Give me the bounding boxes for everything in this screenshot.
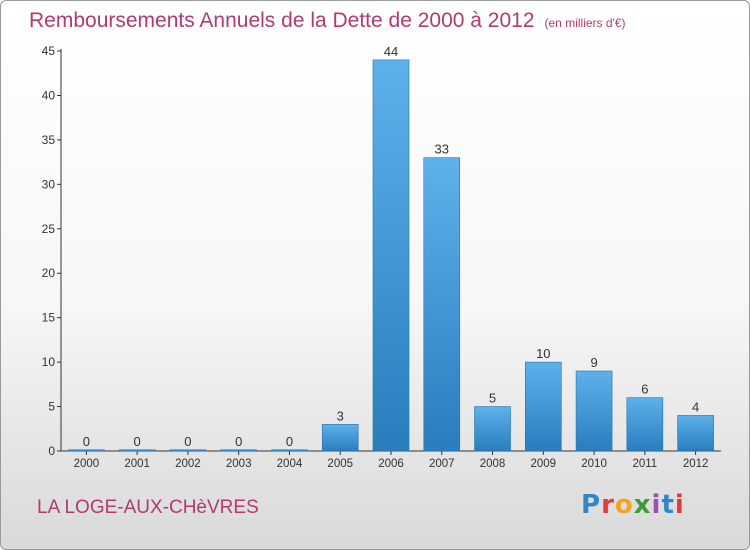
y-tick-label: 45 (42, 44, 56, 58)
bar-2005 (321, 424, 359, 452)
bar-2003 (220, 449, 257, 452)
x-tick-label: 2005 (327, 458, 353, 470)
chart-title: Remboursements Annuels de la Dette de 20… (29, 9, 626, 33)
data-label: 0 (134, 434, 141, 449)
logo-letter: o (614, 490, 634, 520)
x-tick-label: 2004 (277, 458, 303, 470)
chart-bars (68, 59, 714, 452)
y-tick-label: 40 (42, 88, 56, 102)
commune-name: LA LOGE-AUX-CHèVRES (37, 497, 259, 518)
data-label: 3 (337, 408, 344, 423)
bar-2001 (118, 449, 156, 452)
y-tick-label: 5 (48, 400, 55, 414)
data-label: 0 (286, 434, 293, 449)
data-label: 5 (489, 391, 496, 406)
y-tick-label: 10 (42, 355, 56, 369)
chart-title-text: Remboursements Annuels de la Dette de 20… (29, 9, 535, 32)
bar-2009 (525, 361, 562, 452)
chart-subtitle: (en milliers d'€) (544, 16, 626, 30)
x-tick-label: 2000 (74, 458, 100, 470)
proxiti-logo: Proxiti (581, 490, 685, 520)
data-label: 0 (235, 434, 242, 449)
x-tick-label: 2012 (683, 458, 709, 470)
bar-2000 (68, 449, 105, 452)
y-tick-label: 20 (42, 266, 56, 280)
logo-letter: P (581, 490, 602, 520)
data-label: 33 (435, 142, 449, 157)
bar-2012 (677, 415, 714, 452)
bar-2008 (474, 406, 511, 452)
chart-data-labels: 0 0 0 0 0 3 44 33 5 10 9 6 4 (83, 44, 699, 449)
data-label: 4 (692, 399, 699, 414)
bar-2002 (169, 449, 207, 452)
bar-2006 (372, 59, 410, 452)
bar-2010 (575, 370, 613, 452)
x-tick-label: 2007 (429, 458, 455, 470)
x-tick-label: 2002 (175, 458, 201, 470)
bar-2011 (626, 397, 664, 452)
x-tick-label: 2001 (124, 458, 150, 470)
logo-letter: x (633, 490, 652, 520)
y-tick-label: 0 (48, 444, 55, 458)
x-tick-label: 2010 (581, 458, 607, 470)
logo-letter: r (601, 490, 615, 520)
y-tick-label: 15 (42, 311, 56, 325)
y-tick-label: 25 (42, 222, 56, 236)
logo-letter: t (661, 490, 675, 520)
data-label: 6 (641, 382, 648, 397)
logo-letter: i (674, 490, 685, 520)
data-label: 44 (384, 44, 398, 59)
logo-letter: i (651, 490, 662, 520)
data-label: 10 (536, 346, 550, 361)
data-label: 9 (590, 355, 597, 370)
data-label: 0 (83, 434, 90, 449)
x-tick-label: 2009 (531, 458, 557, 470)
data-label: 0 (184, 434, 191, 449)
x-tick-label: 2008 (480, 458, 506, 470)
x-tick-label: 2011 (632, 458, 657, 470)
x-tick-label: 2006 (378, 458, 404, 470)
bar-2007 (423, 157, 461, 452)
bar-2004 (271, 449, 308, 452)
y-tick-label: 30 (42, 177, 56, 191)
y-tick-label: 35 (42, 133, 56, 147)
x-tick-label: 2003 (226, 458, 252, 470)
